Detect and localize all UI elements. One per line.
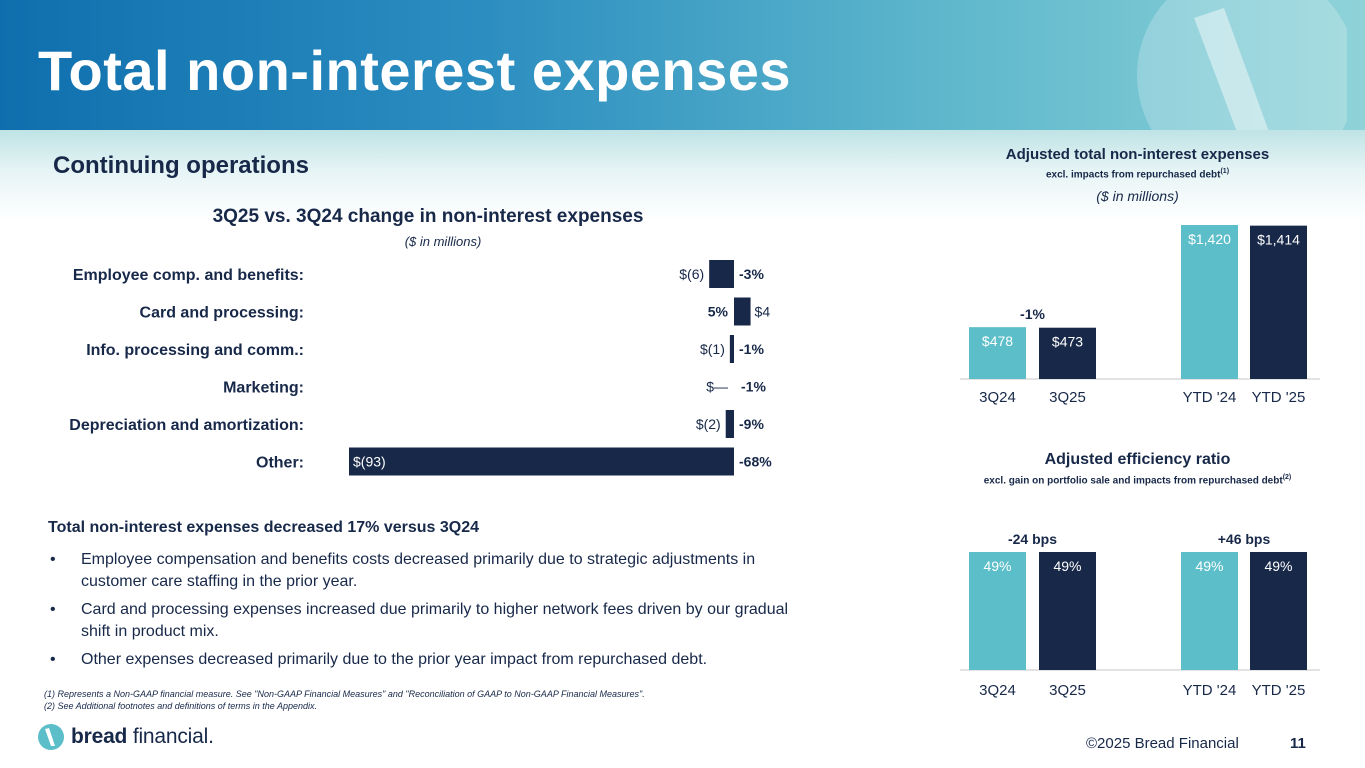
category-label: Info. processing and comm.:: [86, 342, 304, 359]
column-value-label: 49%: [983, 558, 1011, 574]
change-chart-title: 3Q25 vs. 3Q24 change in non-interest exp…: [212, 206, 644, 227]
percent-label: -1%: [739, 341, 764, 357]
section-title: Continuing operations: [53, 152, 309, 179]
change-annotation: +46 bps: [1218, 531, 1271, 547]
expenses-column-chart: $478 3Q24 $473 3Q25 $1,420 YTD '24 $1,414 YTD '…: [960, 225, 1320, 406]
column-bar: [1181, 225, 1238, 379]
change-bar-chart: Employee comp. and benefits: $(6) -3% Card …: [69, 260, 772, 476]
category-label: YTD '25: [1252, 389, 1306, 406]
column-bar: [1181, 552, 1238, 670]
change-bar: [725, 410, 734, 438]
column-bar: [969, 552, 1026, 670]
change-annotation: -1%: [1020, 306, 1045, 322]
column-bar: [1250, 552, 1307, 670]
efficiency-chart-title: Adjusted efficiency ratio: [1044, 451, 1231, 468]
value-label: $(1): [700, 341, 725, 357]
category-label: 3Q24: [979, 682, 1016, 699]
category-label: Employee comp. and benefits:: [73, 267, 304, 284]
column-value-label: $473: [1052, 334, 1083, 350]
banner-fade: [0, 130, 1365, 220]
column-bar: [1039, 327, 1096, 379]
column-bar: [1250, 225, 1307, 379]
column-value-label: $478: [982, 333, 1013, 349]
footnote-1: (1) Represents a Non-GAAP financial meas…: [44, 689, 645, 699]
percent-label: 5%: [708, 304, 729, 320]
column-bar: [969, 327, 1026, 379]
brand-logo: bread financial.: [38, 722, 214, 752]
column-bar: [1039, 552, 1096, 670]
category-label: YTD '24: [1183, 682, 1237, 699]
efficiency-chart-subtitle: excl. gain on portfolio sale and impacts…: [983, 474, 1292, 487]
title-banner: Total non-interest expenses: [0, 0, 1365, 130]
percent-label: -3%: [739, 266, 764, 282]
change-annotation: -24 bps: [1008, 531, 1057, 547]
column-value-label: $1,420: [1188, 231, 1231, 247]
value-label: $(6): [679, 266, 704, 282]
category-label: YTD '24: [1183, 389, 1237, 406]
expenses-chart-title: Adjusted total non-interest expenses: [1005, 146, 1270, 163]
percent-label: -9%: [739, 416, 764, 432]
commentary-bullet: Employee compensation and benefits costs…: [48, 549, 818, 593]
category-label: 3Q25: [1049, 389, 1086, 406]
percent-label: -68%: [739, 454, 772, 470]
efficiency-column-chart: 49% 3Q24 49% 3Q25 49% YTD '24 49% YTD '25 -24 bp…: [960, 531, 1320, 699]
change-bar: [729, 335, 734, 363]
category-label: Other:: [256, 455, 304, 472]
category-label: 3Q24: [979, 389, 1016, 406]
bread-logo-icon: [38, 724, 64, 750]
slide-title: Total non-interest expenses: [38, 39, 792, 102]
expenses-chart-subtitle: excl. impacts from repurchased debt(1): [1045, 168, 1230, 181]
value-label: $—: [706, 379, 728, 395]
commentary-bullet: Other expenses decreased primarily due t…: [48, 649, 818, 671]
category-label: Card and processing:: [140, 305, 304, 322]
category-label: Depreciation and amortization:: [69, 417, 304, 434]
copyright: ©2025 Bread Financial: [1086, 735, 1239, 752]
commentary-bullet: Card and processing expenses increased d…: [48, 599, 818, 643]
column-value-label: 49%: [1195, 558, 1223, 574]
value-label: $(93): [353, 454, 386, 470]
category-label: YTD '25: [1252, 682, 1306, 699]
category-label: 3Q25: [1049, 682, 1086, 699]
footnote-2: (2) See Additional footnotes and definit…: [44, 701, 318, 711]
commentary-headline: Total non-interest expenses decreased 17…: [48, 519, 480, 536]
change-chart-subtitle: ($ in millions): [404, 234, 482, 249]
column-value-label: $1,414: [1257, 232, 1300, 248]
value-label: $4: [755, 304, 771, 320]
page-number: 11: [1290, 735, 1306, 752]
change-bar: [734, 297, 751, 326]
expenses-chart-unit-note: ($ in millions): [1096, 188, 1179, 204]
category-label: Marketing:: [223, 380, 304, 397]
value-label: $(2): [696, 416, 721, 432]
change-bar: [709, 260, 734, 288]
change-bar: [349, 447, 734, 476]
column-value-label: 49%: [1264, 558, 1292, 574]
brand-name: bread financial.: [71, 725, 214, 748]
column-value-label: 49%: [1053, 558, 1081, 574]
bread-watermark-icon: [1137, 0, 1347, 130]
commentary-bullets: Employee compensation and benefits costs…: [48, 549, 818, 677]
percent-label: -1%: [741, 379, 766, 395]
